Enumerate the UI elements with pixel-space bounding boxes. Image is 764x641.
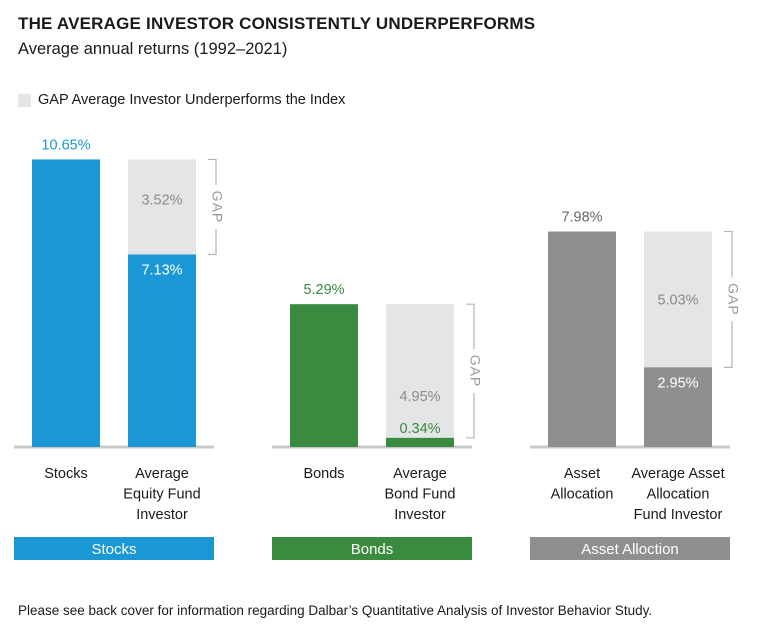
asset-alloction-gap-value-label: 5.03% bbox=[657, 292, 698, 308]
bonds-gap-bracket-mask bbox=[466, 348, 482, 393]
asset-alloction-gap-bracket-mask bbox=[724, 277, 740, 322]
stocks-index-category-label: Stocks bbox=[44, 466, 88, 482]
chart-title: THE AVERAGE INVESTOR CONSISTENTLY UNDERP… bbox=[18, 14, 536, 33]
chart-subtitle: Average annual returns (1992–2021) bbox=[18, 40, 288, 58]
asset-alloction-investor-category-label: Average Asset bbox=[631, 466, 724, 482]
stocks-investor-category-label: Equity Fund bbox=[123, 487, 200, 503]
bonds-investor-category-label: Bond Fund bbox=[385, 487, 456, 503]
asset-alloction-index-bar bbox=[548, 231, 616, 447]
bonds-investor-bar bbox=[386, 437, 454, 447]
stocks-investor-category-label: Average bbox=[135, 466, 189, 482]
asset-alloction-index-value-label: 7.98% bbox=[561, 210, 602, 226]
stocks-gap-bar bbox=[128, 159, 196, 255]
bonds-group-band bbox=[272, 537, 472, 560]
bonds-gap-label: GAP bbox=[467, 355, 483, 388]
stocks-gap-bracket-mask bbox=[208, 184, 224, 229]
bonds-group-band-label: Bonds bbox=[351, 541, 394, 558]
asset-alloction-investor-value-label: 2.95% bbox=[657, 375, 698, 391]
bonds-gap-bar bbox=[386, 304, 454, 438]
asset-alloction-group-band bbox=[530, 537, 730, 560]
asset-alloction-index-category-label: Allocation bbox=[551, 487, 614, 503]
stocks-investor-bar bbox=[128, 254, 196, 447]
asset-alloction-investor-bar bbox=[644, 367, 712, 447]
stocks-investor-category-label: Investor bbox=[136, 507, 188, 523]
legend: GAP Average Investor Underperforms the I… bbox=[18, 92, 345, 108]
stocks-gap-value-label: 3.52% bbox=[141, 192, 182, 208]
bonds-index-bar bbox=[290, 304, 358, 447]
bonds-investor-category-label: Average bbox=[393, 466, 447, 482]
legend-swatch bbox=[18, 93, 31, 107]
stocks-gap-label: GAP bbox=[209, 191, 225, 224]
stocks-index-value-label: 10.65% bbox=[41, 137, 90, 153]
asset-alloction-index-category-label: Asset bbox=[564, 466, 600, 482]
bonds-index-category-label: Bonds bbox=[303, 466, 344, 482]
bonds-index-value-label: 5.29% bbox=[303, 282, 344, 298]
footnote: Please see back cover for information re… bbox=[18, 603, 653, 618]
stocks-group-band-label: Stocks bbox=[91, 541, 136, 558]
bonds-gap-value-label: 4.95% bbox=[399, 389, 440, 405]
stocks-investor-value-label: 7.13% bbox=[141, 262, 182, 278]
bonds-investor-category-label: Investor bbox=[394, 507, 446, 523]
stocks-index-bar bbox=[32, 159, 100, 447]
asset-alloction-gap-bar bbox=[644, 231, 712, 368]
asset-alloction-investor-category-label: Allocation bbox=[647, 487, 710, 503]
stocks-group-band bbox=[14, 537, 214, 560]
legend-label: GAP Average Investor Underperforms the I… bbox=[38, 92, 346, 108]
asset-alloction-gap-label: GAP bbox=[725, 283, 741, 316]
bonds-investor-value-label: 0.34% bbox=[399, 421, 440, 437]
asset-alloction-group-band-label: Asset Alloction bbox=[581, 541, 679, 558]
asset-alloction-investor-category-label: Fund Investor bbox=[634, 507, 723, 523]
chart-svg: 10.65% 7.13% 3.52% GAP Stocks Average Equity F… bbox=[14, 137, 741, 560]
